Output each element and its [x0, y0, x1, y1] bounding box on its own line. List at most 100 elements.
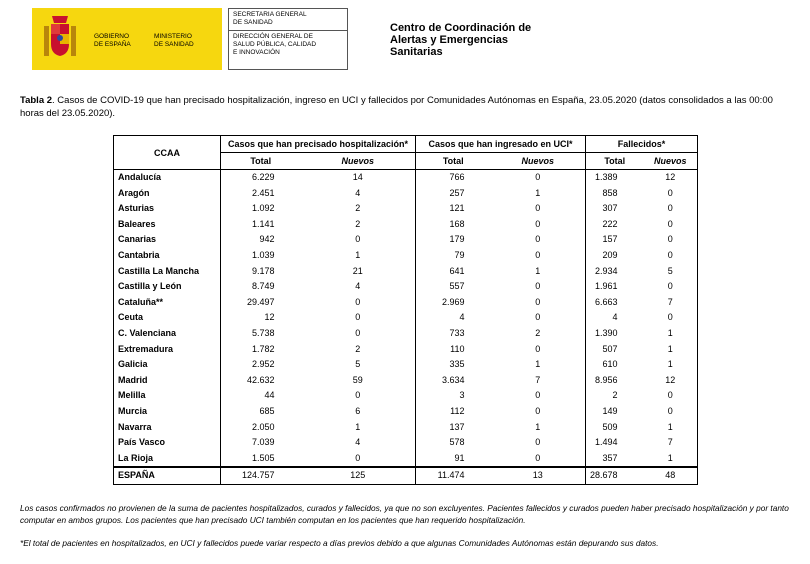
- cell: 2.969: [415, 294, 491, 311]
- cell: 121: [415, 201, 491, 217]
- cell: 357: [584, 450, 644, 468]
- group-header: Fallecidos*: [584, 135, 698, 153]
- cell: 2.952: [220, 357, 301, 373]
- group-header: Casos que han ingresado en UCI*: [415, 135, 586, 153]
- cell: 0: [535, 218, 541, 229]
- cell: 1.389: [584, 169, 644, 186]
- cell: 0: [667, 390, 673, 401]
- cell: 6: [355, 405, 361, 416]
- cell: 59: [352, 374, 363, 385]
- data-row: Galicia 2.952 5 335 1 610 1: [114, 357, 698, 373]
- cell: 11.474: [415, 466, 491, 485]
- region-name: Cantabria: [118, 249, 160, 260]
- data-row: Baleares 1.141 2 168 0 222 0: [114, 216, 698, 233]
- cell: 2.451: [220, 185, 301, 202]
- total-row: ESPAÑA 124.757 125 11.474 13 28.678 48: [113, 466, 698, 485]
- cell: 0: [667, 203, 673, 214]
- data-row: Andalucía 6.229 14 766 0 1.389 12: [114, 169, 698, 186]
- cell: 641: [415, 263, 491, 280]
- subheader: Total: [415, 152, 491, 170]
- cell: 3.634: [415, 372, 491, 389]
- cell: 168: [415, 216, 491, 233]
- cell: 1: [535, 265, 541, 276]
- region-name: Andalucía: [118, 172, 162, 182]
- cell: 1: [667, 452, 673, 463]
- caption-text: . Casos de COVID-19 que han precisado ho…: [20, 95, 773, 119]
- cell: 6.229: [220, 169, 301, 186]
- cell: 4: [415, 310, 491, 326]
- cell: 5.738: [220, 325, 301, 342]
- cell: 0: [535, 312, 541, 323]
- cell: 1.782: [220, 341, 301, 358]
- caption-label: Tabla 2: [20, 95, 53, 106]
- cell: 0: [355, 296, 361, 307]
- data-row: Cantabria 1.039 1 79 0 209 0: [114, 247, 698, 264]
- cell: 0: [535, 172, 541, 182]
- cell: 942: [220, 232, 301, 248]
- cell: 1: [535, 421, 541, 432]
- data-row: Asturias 1.092 2 121 0 307 0: [114, 201, 698, 217]
- cell: 7: [667, 437, 673, 448]
- cell: 110: [415, 341, 491, 358]
- cell: 137: [415, 419, 491, 436]
- cell: 7: [667, 296, 673, 307]
- cell: 1: [535, 187, 541, 198]
- group-header: Casos que han precisado hospitalización*: [220, 135, 416, 153]
- cell: 766: [415, 169, 491, 186]
- data-row: Aragón 2.451 4 257 1 858 0: [114, 185, 698, 202]
- region-name: Castilla y León: [118, 281, 182, 292]
- gobierno: GOBIERNO DE ESPAÑA: [94, 33, 131, 48]
- cell: 0: [667, 281, 673, 292]
- cell: 5: [667, 265, 673, 276]
- region-name: Aragón: [118, 187, 150, 198]
- region-name: Canarias: [118, 234, 157, 245]
- cell: 307: [584, 201, 644, 217]
- cell: 29.497: [220, 294, 301, 311]
- region-name: Melilla: [118, 390, 146, 401]
- data-row: Castilla La Mancha 9.178 21 641 1 2.934 5: [114, 263, 698, 280]
- cell: 1: [355, 421, 361, 432]
- subheader: Nuevos: [300, 152, 416, 170]
- cell: 12: [665, 172, 676, 182]
- cell: 1: [535, 359, 541, 370]
- cell: 1: [667, 327, 673, 338]
- cell: 0: [355, 390, 361, 401]
- cell: 2: [355, 203, 361, 214]
- cell: 4: [355, 187, 361, 198]
- cell: 0: [667, 218, 673, 229]
- cell: 42.632: [220, 372, 301, 389]
- region-name: Murcia: [118, 405, 148, 416]
- cell: 507: [584, 341, 644, 358]
- region-name: Madrid: [118, 374, 148, 385]
- region-name: Asturias: [118, 203, 155, 214]
- region-name: La Rioja: [118, 452, 154, 463]
- cell: 733: [415, 325, 491, 342]
- cell: 14: [352, 172, 363, 182]
- cell: 0: [667, 234, 673, 245]
- cell: 0: [355, 312, 361, 323]
- region-name: Extremadura: [118, 343, 174, 354]
- cell: 1.390: [584, 325, 644, 342]
- cell: 3: [415, 388, 491, 404]
- cell: 8.749: [220, 279, 301, 295]
- cell: 0: [535, 249, 541, 260]
- cell: 124.757: [220, 466, 301, 485]
- cell: 1: [355, 249, 361, 260]
- cell: 12: [665, 374, 676, 385]
- cell: 0: [535, 390, 541, 401]
- cell: 91: [415, 450, 491, 468]
- region-name: Navarra: [118, 421, 152, 432]
- cell: 9.178: [220, 263, 301, 280]
- cell: 0: [535, 452, 541, 463]
- cell: 12: [220, 310, 301, 326]
- cell: 4: [355, 437, 361, 448]
- cell: 79: [415, 247, 491, 264]
- cell: 48: [643, 466, 698, 485]
- cell: 2: [584, 388, 644, 404]
- cell: 8.956: [584, 372, 644, 389]
- region-name: Castilla La Mancha: [118, 265, 200, 276]
- cell: 1.494: [584, 435, 644, 451]
- data-row: Murcia 685 6 112 0 149 0: [114, 403, 698, 420]
- data-row: Ceuta 12 0 4 0 4 0: [114, 310, 698, 326]
- cell: 149: [584, 403, 644, 420]
